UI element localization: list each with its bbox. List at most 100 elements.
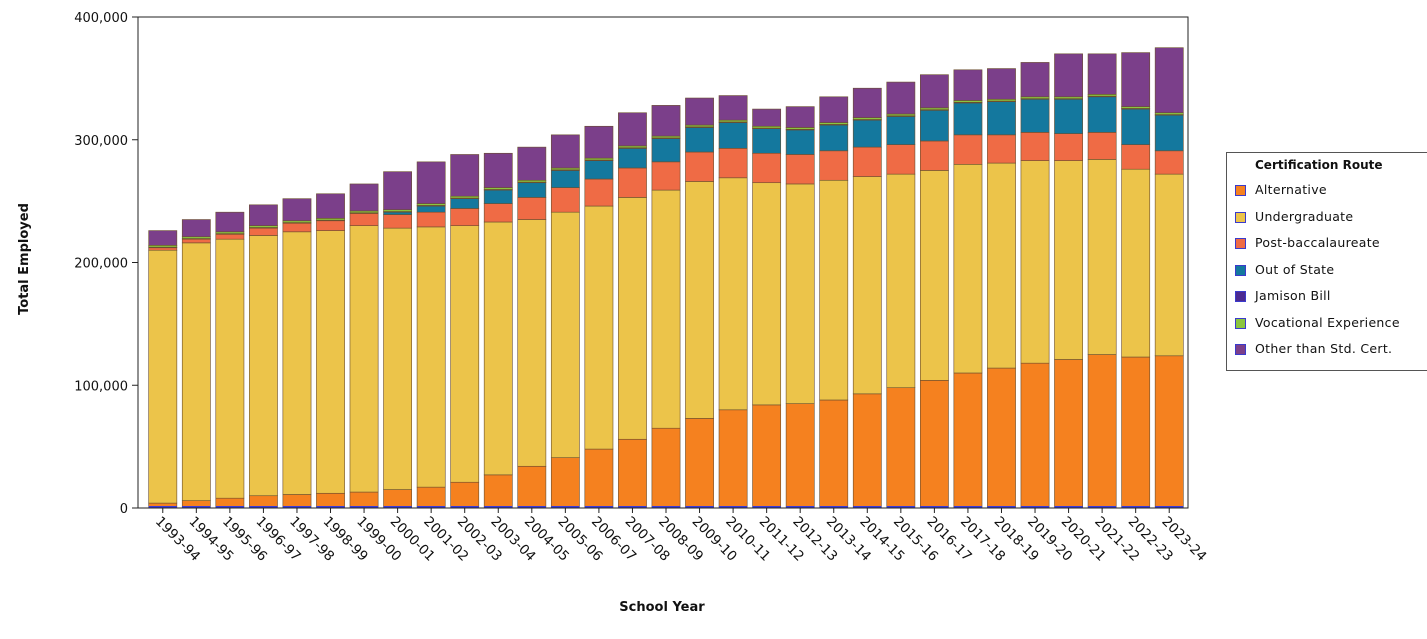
bar-segment-1997-98-s6 — [282, 198, 312, 222]
bar-segment-2002-03-s2 — [450, 208, 480, 226]
bar-segment-2018-19-s1 — [987, 162, 1016, 369]
bar-base-1997-98 — [282, 506, 312, 508]
bar-segment-2007-08-s3 — [618, 148, 647, 169]
bar-segment-2008-09-s6 — [651, 105, 681, 137]
bar-segment-1995-96-s2 — [215, 233, 245, 240]
bar-segment-2017-18-s3 — [953, 102, 983, 136]
legend-item: Post-baccalaureate — [1235, 235, 1427, 253]
bar-segment-2015-16-s3 — [886, 116, 916, 145]
bar-segment-2018-19-s3 — [987, 101, 1016, 136]
bar-segment-2007-08-s6 — [618, 112, 647, 147]
bar-base-1993-94 — [148, 506, 177, 508]
bar-segment-2022-23-s1 — [1121, 168, 1151, 358]
bar-segment-2012-13-s0 — [785, 403, 815, 509]
bar-segment-2018-19-s0 — [987, 367, 1016, 509]
bar-segment-2007-08-s2 — [618, 167, 647, 198]
legend-item: Alternative — [1235, 182, 1427, 200]
bar-segment-2023-24-s3 — [1154, 114, 1184, 152]
bar-base-1995-96 — [215, 506, 244, 508]
legend-item: Other than Std. Cert. — [1235, 341, 1427, 359]
bar-segment-2023-24-s6 — [1154, 47, 1184, 114]
bar-segment-2014-15-s1 — [852, 176, 882, 395]
bar-base-2005-06 — [551, 506, 580, 508]
bar-base-2023-24 — [1155, 506, 1184, 508]
bar-segment-1994-95-s1 — [181, 242, 211, 501]
y-axis-label: Total Employed — [17, 203, 32, 315]
bar-segment-1999-00-s6 — [349, 183, 379, 212]
bar-segment-2003-04-s6 — [483, 152, 513, 188]
bar-segment-1997-98-s2 — [282, 222, 312, 233]
bar-segment-2012-13-s3 — [785, 129, 815, 155]
bar-segment-2000-01-s0 — [383, 489, 412, 509]
bar-segment-2023-24-s0 — [1154, 355, 1184, 509]
bar-base-2019-20 — [1020, 506, 1050, 508]
bar-segment-1998-99-s1 — [316, 230, 345, 494]
bar-segment-1998-99-s6 — [316, 193, 345, 219]
bar-segment-2009-10-s1 — [685, 181, 714, 419]
bar-segment-2023-24-s2 — [1154, 150, 1184, 175]
bar-segment-2019-20-s6 — [1020, 62, 1050, 98]
bar-segment-2011-12-s3 — [752, 128, 782, 154]
legend-item: Undergraduate — [1235, 209, 1427, 227]
bar-base-2014-15 — [853, 506, 882, 508]
bar-segment-1996-97-s1 — [249, 235, 278, 497]
bar-segment-1994-95-s2 — [181, 238, 211, 244]
bar-segment-2011-12-s6 — [752, 108, 782, 127]
y-tick-label: 0 — [120, 502, 128, 517]
bar-segment-2015-16-s2 — [886, 144, 916, 175]
bar-segment-2022-23-s6 — [1121, 52, 1151, 107]
bar-segment-2011-12-s1 — [752, 182, 782, 406]
bar-segment-2017-18-s0 — [953, 372, 983, 509]
bar-segment-2003-04-s0 — [483, 474, 513, 509]
bar-segment-2003-04-s2 — [483, 203, 513, 223]
bar-segment-1999-00-s0 — [349, 491, 379, 509]
bar-segment-2013-14-s6 — [819, 96, 849, 123]
bar-segment-2006-07-s3 — [584, 160, 614, 180]
bar-base-2022-23 — [1121, 506, 1150, 508]
bar-segment-2013-14-s2 — [819, 150, 849, 181]
bar-segment-2013-14-s0 — [819, 399, 849, 509]
bar-segment-2021-22-s0 — [1087, 354, 1117, 509]
bar-segment-2004-05-s3 — [517, 182, 547, 198]
bar-segment-2012-13-s2 — [785, 154, 815, 185]
bar-segment-2020-21-s0 — [1054, 359, 1083, 509]
bar-segment-2008-09-s3 — [651, 138, 681, 163]
bar-segment-2015-16-s0 — [886, 387, 916, 509]
bar-segment-2008-09-s2 — [651, 161, 681, 191]
bar-segment-2016-17-s3 — [919, 109, 949, 142]
bar-segment-2001-02-s0 — [416, 486, 446, 509]
bar-segment-2002-03-s3 — [450, 198, 480, 209]
bar-segment-2004-05-s0 — [517, 465, 547, 509]
bar-segment-1995-96-s6 — [215, 211, 245, 233]
bar-segment-1997-98-s1 — [282, 231, 312, 495]
bar-segment-2010-11-s1 — [718, 177, 748, 411]
bar-segment-2023-24-s1 — [1154, 173, 1184, 357]
y-tick-label: 400,000 — [74, 11, 128, 26]
legend-label: Alternative — [1255, 182, 1327, 197]
bar-segment-2005-06-s2 — [550, 187, 580, 213]
bar-segment-1996-97-s6 — [249, 204, 278, 226]
legend-swatch — [1235, 344, 1246, 355]
bar-segment-2010-11-s6 — [718, 95, 748, 121]
bar-segment-2001-02-s3 — [416, 205, 446, 213]
x-axis-label: School Year — [619, 600, 705, 615]
bar-segment-2021-22-s1 — [1087, 159, 1117, 355]
bar-segment-2008-09-s1 — [651, 189, 681, 429]
legend-swatch — [1235, 264, 1246, 276]
bar-segment-2007-08-s0 — [618, 438, 647, 509]
y-tick-label: 300,000 — [74, 134, 128, 149]
bar-base-2009-10 — [685, 506, 714, 508]
bar-segment-2020-21-s6 — [1054, 53, 1083, 98]
legend-label: Post-baccalaureate — [1255, 235, 1380, 250]
bar-base-2000-01 — [383, 506, 412, 508]
bar-segment-2019-20-s1 — [1020, 160, 1050, 364]
bar-segment-2021-22-s3 — [1087, 96, 1117, 133]
bar-segment-2011-12-s2 — [752, 152, 782, 184]
bar-base-2016-17 — [920, 506, 949, 508]
bar-base-2013-14 — [819, 506, 848, 508]
bar-segment-2004-05-s6 — [517, 146, 547, 181]
bar-segment-1998-99-s2 — [316, 220, 345, 231]
bar-segment-2004-05-s1 — [517, 219, 547, 467]
bar-segment-1998-99-s0 — [316, 492, 345, 509]
